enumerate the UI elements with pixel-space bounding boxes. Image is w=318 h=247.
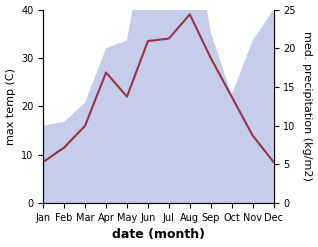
Y-axis label: max temp (C): max temp (C): [5, 68, 16, 145]
Y-axis label: med. precipitation (kg/m2): med. precipitation (kg/m2): [302, 31, 313, 181]
X-axis label: date (month): date (month): [112, 228, 205, 242]
